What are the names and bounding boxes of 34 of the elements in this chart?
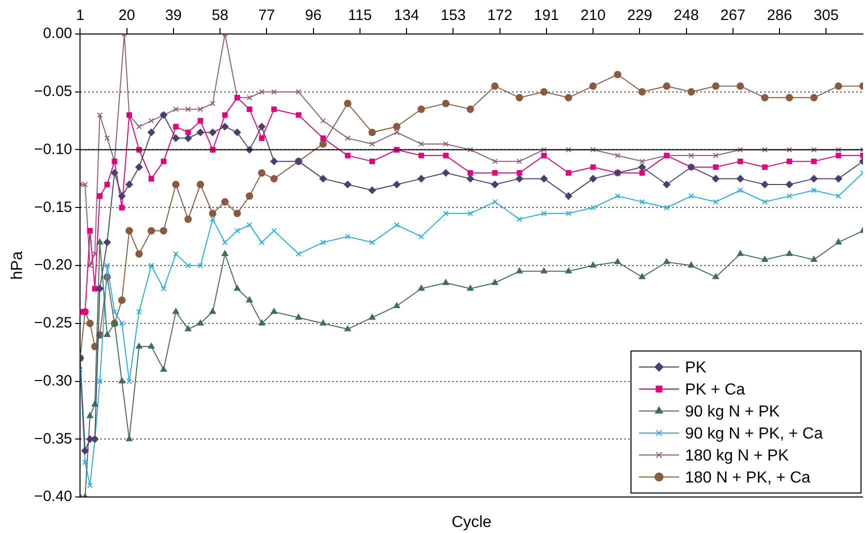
x-tick-label: 210 (580, 7, 606, 24)
y-tick-label: −0.40 (34, 488, 72, 506)
y-tick-label: −0.15 (34, 198, 72, 216)
x-tick-label: 58 (212, 7, 228, 24)
x-tick-label: 1 (76, 7, 84, 24)
y-tick-label: −0.20 (34, 256, 72, 274)
x-tick-label: 305 (814, 7, 839, 24)
x-tick-label: 172 (487, 7, 512, 24)
y-tick-label: 0.00 (42, 25, 72, 42)
y-axis-title: hPa (9, 251, 26, 280)
x-tick-label: 229 (627, 7, 652, 24)
legend-label: PK + Ca (685, 381, 746, 398)
x-tick-label: 267 (720, 7, 746, 24)
y-tick-label: −0.30 (34, 372, 72, 390)
legend-label: 180 N + PK, + Ca (685, 469, 811, 486)
y-tick-label: −0.05 (34, 83, 72, 100)
x-tick-label: 39 (165, 7, 182, 24)
x-tick-label: 248 (674, 7, 699, 24)
legend-label: 180 kg N + PK (685, 447, 789, 464)
legend-label: PK (685, 359, 707, 376)
y-tick-label: −0.35 (34, 430, 72, 448)
x-tick-label: 96 (304, 7, 322, 24)
x-axis-title: Cycle (452, 514, 492, 531)
x-tick-label: 191 (534, 7, 559, 24)
y-tick-label: −0.10 (34, 140, 72, 158)
x-tick-label: 134 (394, 7, 420, 24)
x-tick-label: 286 (767, 7, 792, 24)
x-tick-label: 115 (348, 7, 372, 24)
x-tick-label: 20 (118, 7, 136, 24)
legend-label: 90 kg N + PK, + Ca (685, 425, 823, 442)
y-tick-label: −0.25 (34, 314, 72, 332)
x-tick-label: 153 (440, 7, 466, 24)
x-tick-label: 77 (258, 7, 276, 24)
legend-label: 90 kg N + PK (685, 403, 780, 420)
